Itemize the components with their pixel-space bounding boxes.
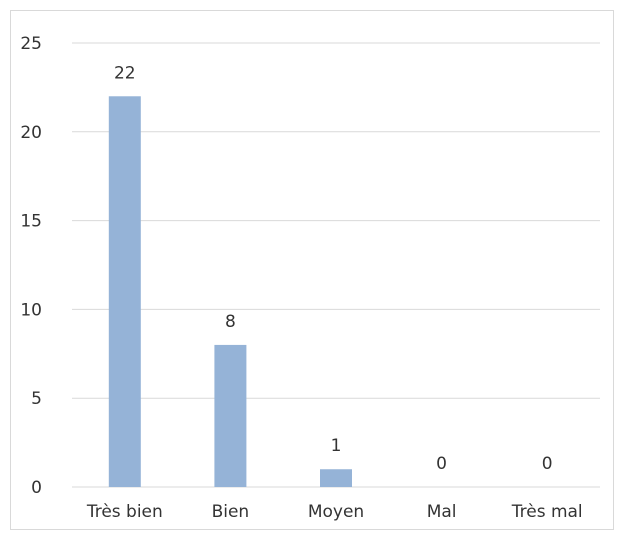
bar bbox=[214, 344, 247, 487]
category-label: Bien bbox=[212, 502, 250, 522]
data-label: 1 bbox=[331, 436, 342, 456]
data-label: 8 bbox=[225, 312, 236, 332]
y-tick-label: 0 bbox=[31, 478, 42, 498]
data-label: 0 bbox=[542, 454, 553, 474]
category-label: Moyen bbox=[308, 502, 364, 522]
category-labels: Très bien Bien Moyen Mal Très mal bbox=[86, 502, 583, 522]
y-tick-label: 10 bbox=[20, 300, 42, 320]
data-label: 22 bbox=[114, 63, 136, 83]
y-axis-ticks: 0 5 10 15 20 25 bbox=[20, 34, 42, 498]
category-label: Très mal bbox=[511, 502, 583, 522]
y-tick-label: 15 bbox=[20, 212, 42, 232]
bar bbox=[108, 96, 141, 487]
y-tick-label: 20 bbox=[20, 123, 42, 143]
y-tick-label: 5 bbox=[31, 389, 42, 409]
y-tick-label: 25 bbox=[20, 34, 42, 54]
data-label: 0 bbox=[436, 454, 447, 474]
category-label: Mal bbox=[427, 502, 457, 522]
bar bbox=[320, 469, 352, 487]
category-label: Très bien bbox=[86, 502, 163, 522]
data-labels: 22 8 1 0 0 bbox=[114, 63, 553, 474]
gridlines bbox=[72, 42, 600, 399]
bars bbox=[108, 96, 352, 487]
